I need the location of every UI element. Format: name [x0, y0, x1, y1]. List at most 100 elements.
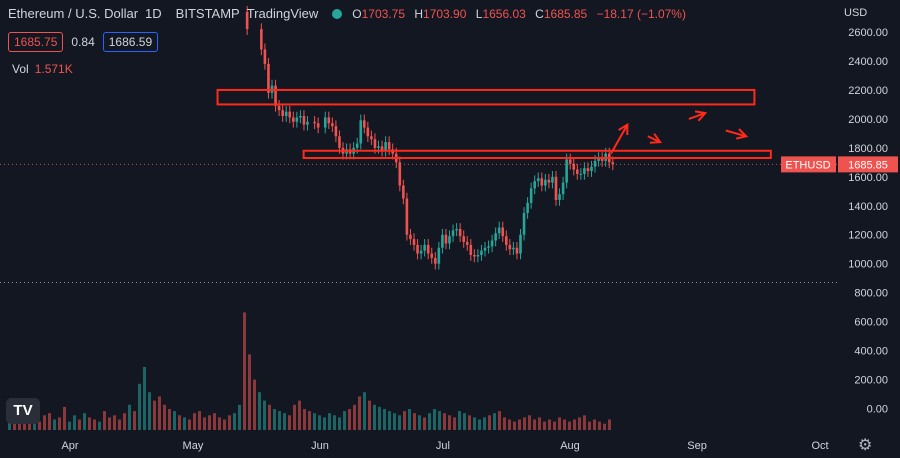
- candle-body: [576, 169, 579, 174]
- volume-bar: [288, 415, 291, 430]
- price-tick-label: 1600.00: [848, 172, 888, 184]
- time-tick-label: May: [183, 440, 204, 452]
- volume-bar: [573, 419, 576, 430]
- volume-bar: [608, 419, 611, 430]
- volume-bar: [133, 411, 136, 430]
- volume-bar: [533, 419, 536, 430]
- volume-bar: [598, 421, 601, 430]
- volume-bar: [148, 392, 151, 430]
- volume-bar: [293, 404, 296, 430]
- volume-bar: [258, 392, 261, 430]
- time-tick-label: Aug: [560, 440, 580, 452]
- candle-body: [245, 11, 249, 30]
- currency-unit[interactable]: USD: [844, 7, 868, 19]
- candle-body: [469, 244, 473, 256]
- gear-icon[interactable]: ⚙: [858, 437, 873, 454]
- volume-bar: [308, 411, 311, 430]
- exchange-label: BITSTAMP: [175, 6, 240, 21]
- candle-body: [419, 250, 423, 254]
- candle-body: [444, 234, 448, 244]
- projection-arrow-segment: [725, 129, 747, 138]
- candle-body: [508, 244, 512, 250]
- candle-body: [473, 255, 476, 257]
- candle-body: [359, 120, 363, 144]
- volume-bar: [173, 411, 176, 430]
- volume-bar: [203, 417, 206, 430]
- candle-body: [377, 146, 380, 148]
- candle-body: [458, 228, 462, 237]
- volume-bar: [233, 413, 236, 430]
- candle-body: [490, 240, 494, 247]
- spread-value: 0.84: [71, 35, 95, 49]
- volume-bar: [428, 413, 431, 430]
- volume-bar: [153, 400, 156, 430]
- arrowhead-icon: [649, 133, 663, 144]
- candle-body: [540, 178, 544, 186]
- interval-label[interactable]: 1D: [145, 6, 162, 21]
- ohlc-values: O1703.75 H1703.90 L1656.03 C1685.85 −18.…: [352, 7, 692, 21]
- candle-body: [398, 162, 402, 186]
- candle-body: [451, 230, 455, 237]
- change-value: −18.17 (−1.07%): [596, 6, 686, 21]
- candle-body: [533, 181, 536, 189]
- volume-bar: [328, 413, 331, 430]
- volume-bar: [603, 423, 606, 430]
- volume-bar: [443, 413, 446, 430]
- tradingview-logo-icon[interactable]: TV: [6, 398, 40, 424]
- volume-bar: [278, 411, 281, 430]
- volume-bar: [158, 396, 161, 430]
- volume-bar: [48, 413, 51, 430]
- volume-bar: [63, 406, 66, 430]
- volume-bar: [123, 413, 126, 430]
- resistance-zone: [216, 88, 756, 106]
- time-tick-label: Jun: [311, 440, 329, 452]
- volume-bar: [473, 417, 476, 430]
- arrowhead-icon: [735, 128, 749, 140]
- price-axis: 2600.00 2400.00 2200.00 2000.00 1800.00 1600.…: [848, 27, 888, 415]
- volume-bars: [8, 312, 611, 430]
- candle-body: [483, 247, 487, 251]
- price-tick-label: 0.00: [867, 404, 888, 416]
- candle-body: [430, 253, 434, 258]
- candle-body: [405, 198, 409, 235]
- candle-body: [295, 117, 299, 122]
- volume-bar: [413, 413, 416, 430]
- candle-body: [561, 182, 565, 195]
- candle-body: [597, 157, 600, 161]
- symbol-title[interactable]: Ethereum / U.S. Dollar: [8, 6, 139, 21]
- candle-body: [515, 247, 519, 254]
- volume-bar: [73, 415, 76, 430]
- high-label: H: [414, 6, 424, 21]
- candle-body: [355, 143, 359, 148]
- sell-price-button[interactable]: 1685.75: [8, 32, 64, 52]
- volume-bar: [333, 415, 336, 430]
- candle-body: [590, 166, 593, 172]
- chart-legend: Ethereum / U.S. Dollar 1D BITSTAMP Tradi…: [8, 6, 692, 21]
- volume-bar: [128, 404, 131, 430]
- price-tick-label: 600.00: [854, 317, 888, 329]
- volume-bar: [163, 404, 166, 430]
- volume-bar: [463, 413, 466, 430]
- candle-body: [299, 116, 302, 118]
- resistance-zone: [302, 149, 772, 159]
- volume-bar: [563, 419, 566, 430]
- close-value: 1685.85: [543, 6, 588, 21]
- buy-price-button[interactable]: 1686.59: [102, 32, 159, 52]
- low-label: L: [475, 6, 483, 21]
- volume-bar: [143, 367, 146, 430]
- time-tick-label: Jul: [436, 440, 450, 452]
- volume-bar: [108, 417, 111, 430]
- volume-bar: [513, 421, 516, 430]
- candle-body: [480, 250, 483, 256]
- candle-body: [423, 244, 426, 251]
- candle-body: [302, 116, 306, 125]
- open-label: O: [352, 6, 362, 21]
- volume-bar: [58, 417, 61, 430]
- candle-body: [544, 179, 547, 186]
- volume-bar: [68, 421, 71, 430]
- price-tick-label: 1000.00: [848, 259, 888, 271]
- candle-body: [409, 234, 412, 240]
- candle-body: [519, 234, 522, 254]
